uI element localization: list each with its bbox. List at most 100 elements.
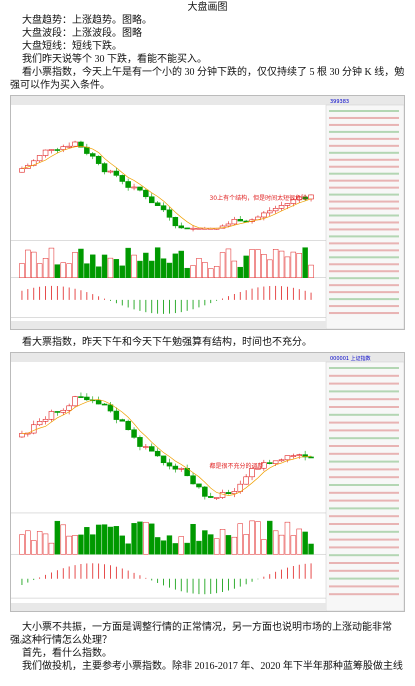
candle-body <box>84 396 90 401</box>
volume-bar <box>160 258 167 278</box>
volume-bar <box>143 252 149 278</box>
candle-body <box>196 227 202 230</box>
moving-average <box>21 145 312 229</box>
panel-row <box>329 186 399 189</box>
volume-bar <box>113 259 120 278</box>
panel-row <box>329 263 399 266</box>
panel-row <box>329 460 399 463</box>
volume-bar <box>296 253 302 278</box>
volume-bar <box>272 530 279 555</box>
volume-bar <box>284 521 291 555</box>
candle-body <box>84 146 90 154</box>
candle-body <box>160 205 167 211</box>
candle-body <box>178 468 185 470</box>
panel-row <box>329 406 399 408</box>
candle-body <box>172 465 179 470</box>
panel-row <box>329 491 399 494</box>
volume-bar <box>154 537 161 555</box>
panel-row <box>329 499 399 502</box>
volume-bar <box>272 249 279 278</box>
volume-bar <box>208 268 214 278</box>
volume-bar <box>25 530 31 555</box>
candle-body <box>95 400 102 405</box>
candle-body <box>196 483 202 488</box>
volume-bar <box>107 257 114 278</box>
paragraph: 这种行情怎么处理？ <box>22 635 112 646</box>
panel-row <box>329 484 399 486</box>
candle-body <box>78 396 84 398</box>
volume-bar <box>131 523 137 555</box>
volume-bar <box>190 523 196 555</box>
candle-body <box>172 217 179 227</box>
panel-row <box>329 221 399 224</box>
candle-body <box>308 456 314 459</box>
candle-body <box>95 155 102 164</box>
candle-body <box>219 492 226 498</box>
panel-row <box>329 256 399 259</box>
panel-row <box>329 172 399 175</box>
volume-bar <box>36 263 43 278</box>
candle-body <box>131 186 137 189</box>
candle-body <box>48 149 55 151</box>
volume-bar <box>36 531 43 555</box>
volume-bar <box>107 526 114 555</box>
panel-row <box>329 538 399 541</box>
panel-row <box>329 507 399 510</box>
panel-row <box>329 200 399 203</box>
candle-body <box>296 196 302 200</box>
panel-row <box>329 390 399 393</box>
candle-body <box>30 160 37 166</box>
candle-body <box>272 208 279 212</box>
volume-bar <box>190 265 196 278</box>
candle-body <box>137 186 143 191</box>
panel-row <box>329 305 399 308</box>
panel-row <box>329 242 399 245</box>
panel-row <box>329 214 399 217</box>
volume-bar <box>31 540 37 555</box>
panel-row <box>329 193 399 196</box>
volume-bar <box>31 251 37 278</box>
volume-bar <box>125 543 131 555</box>
candle-body <box>166 462 173 467</box>
candle-body <box>261 212 267 218</box>
candle-body <box>261 462 267 469</box>
volume-bar <box>84 263 90 278</box>
panel-row <box>329 546 399 549</box>
candle-body <box>36 155 43 162</box>
candle-body <box>19 433 25 438</box>
bottom-bar <box>11 603 326 611</box>
panel-row <box>329 523 399 525</box>
candle-body <box>90 153 96 157</box>
volume-bar <box>225 535 232 555</box>
candle-body <box>119 419 126 422</box>
volume-bar <box>302 247 308 278</box>
volume-bar <box>290 251 297 278</box>
panel-row <box>329 249 399 252</box>
candle-body <box>278 459 285 462</box>
panel-row <box>329 158 399 161</box>
annotation: 都是很不充分的调整 <box>209 462 263 470</box>
candle-body <box>66 145 72 148</box>
paragraph: 大盘波段：上涨波段。图略 <box>22 28 142 39</box>
panel-row <box>329 437 399 440</box>
paragraph: 大盘趋势：上涨趋势。图略。 <box>22 15 152 26</box>
moving-average <box>21 399 312 496</box>
candle-body <box>60 409 66 413</box>
volume-bar <box>42 258 49 278</box>
volume-bar <box>178 250 184 278</box>
panel-row <box>329 151 399 154</box>
volume-bar <box>60 262 66 278</box>
panel-row <box>329 593 399 596</box>
panel-row <box>329 468 399 471</box>
title: 大盘画图 <box>187 2 228 13</box>
chart-screenshot: 000001 上证指数 都是很不充分的调整 <box>10 352 405 612</box>
candle-body <box>72 141 78 147</box>
panel-row <box>329 515 399 518</box>
candle-body <box>208 496 214 498</box>
volume-bar <box>84 527 90 555</box>
candle-body <box>225 492 232 494</box>
candle-body <box>255 467 261 470</box>
panel-row <box>329 284 399 287</box>
panel-row <box>329 398 399 401</box>
